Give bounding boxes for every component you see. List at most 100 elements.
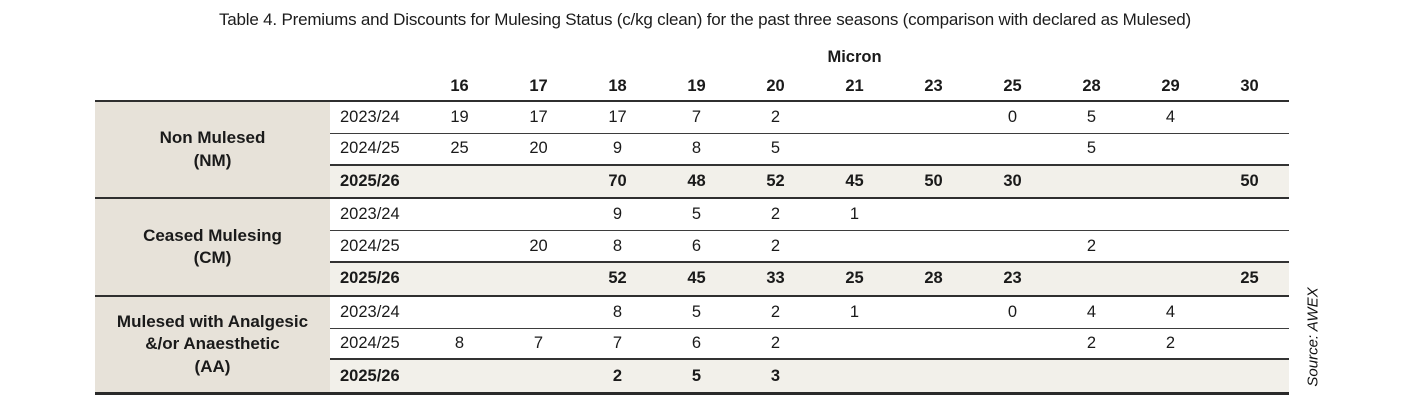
category-line: Mulesed with Analgesic (116, 311, 309, 331)
value-cell: 2 (1086, 236, 1097, 255)
micron-label-row: Micron (95, 48, 1289, 72)
value-cell: 17 (529, 107, 548, 126)
value-cell: 6 (691, 333, 702, 352)
value-cell: 70 (608, 171, 627, 190)
value-cell: 3 (770, 366, 781, 385)
value-cell: 52 (766, 171, 785, 190)
value-cell: 9 (612, 139, 623, 158)
season-label: 2024/25 (340, 333, 400, 352)
micron-column-header: 17 (529, 76, 548, 95)
value-cell: 33 (766, 269, 785, 288)
row-group: Mulesed with Analgesic &/or Anaesthetic (A… (95, 294, 1289, 393)
micron-column-header: 20 (766, 76, 785, 95)
table-row: 2023/24 8 5 2 1 0 4 4 (330, 297, 1289, 329)
category-line: (NM) (193, 150, 232, 170)
value-cell: 7 (612, 333, 623, 352)
table-row: 2025/26 70 48 52 45 50 30 50 (330, 165, 1289, 198)
micron-label: Micron (827, 48, 882, 66)
group-rows: 2023/24 9 5 2 1 2024/25 20 8 6 2 2 2025/26 52 45 33 25 2… (330, 199, 1289, 295)
micron-column-header: 19 (687, 76, 706, 95)
micron-column-headers: 16 17 18 19 20 21 23 25 28 29 30 (95, 72, 1289, 100)
table-body: Non Mulesed (NM) 2023/24 19 17 17 7 2 0 5 4 2024/25… (95, 100, 1289, 396)
value-cell: 1 (849, 205, 860, 224)
group-rows: 2023/24 8 5 2 1 0 4 4 2024/25 8 7 7 6 2 2 2 2025/26 2 5 3 (330, 297, 1289, 393)
source-credit: Source: AWEX (1304, 287, 1322, 387)
table-row: 2023/24 19 17 17 7 2 0 5 4 (330, 102, 1289, 134)
value-cell: 0 (1007, 302, 1018, 321)
value-cell: 17 (608, 107, 627, 126)
season-label: 2023/24 (340, 107, 400, 126)
value-cell: 45 (687, 269, 706, 288)
category-cell: Ceased Mulesing (CM) (95, 199, 330, 295)
season-label: 2024/25 (340, 139, 400, 158)
value-cell: 2 (770, 107, 781, 126)
group-rows: 2023/24 19 17 17 7 2 0 5 4 2024/25 25 20 9 8 5 5 2025/26… (330, 102, 1289, 198)
table-title: Table 4. Premiums and Discounts for Mule… (219, 10, 1191, 29)
value-cell: 4 (1165, 302, 1176, 321)
category-line: &/or Anaesthetic (145, 334, 280, 354)
value-cell: 7 (533, 333, 544, 352)
value-cell: 25 (845, 269, 864, 288)
value-cell: 8 (612, 302, 623, 321)
table-header: Micron 16 17 18 19 20 21 23 25 28 29 30 (95, 48, 1289, 100)
value-cell: 52 (608, 269, 627, 288)
value-cell: 2 (770, 302, 781, 321)
value-cell: 8 (454, 333, 465, 352)
value-cell: 6 (691, 236, 702, 255)
value-cell: 8 (612, 236, 623, 255)
micron-column-header: 16 (450, 76, 469, 95)
value-cell: 20 (529, 236, 548, 255)
row-group: Ceased Mulesing (CM) 2023/24 9 5 2 1 2024/25 20 8… (95, 197, 1289, 295)
value-cell: 5 (1086, 107, 1097, 126)
value-cell: 9 (612, 205, 623, 224)
value-cell: 2 (770, 236, 781, 255)
micron-column-header: 29 (1161, 76, 1180, 95)
value-cell: 4 (1086, 302, 1097, 321)
season-label: 2023/24 (340, 205, 400, 224)
category-cell: Mulesed with Analgesic &/or Anaesthetic (A… (95, 296, 330, 393)
season-label: 2025/26 (340, 366, 400, 385)
table-row: 2025/26 2 5 3 (330, 360, 1289, 393)
value-cell: 5 (691, 366, 702, 385)
value-cell: 2 (612, 366, 623, 385)
micron-column-header: 18 (608, 76, 627, 95)
table-row: 2024/25 8 7 7 6 2 2 2 (330, 329, 1289, 361)
row-group: Non Mulesed (NM) 2023/24 19 17 17 7 2 0 5 4 2024/25… (95, 102, 1289, 198)
value-cell: 7 (691, 107, 702, 126)
category-line: Ceased Mulesing (143, 225, 282, 245)
value-cell: 2 (770, 205, 781, 224)
micron-column-header: 25 (1003, 76, 1022, 95)
value-cell: 23 (1003, 269, 1022, 288)
value-cell: 30 (1003, 171, 1022, 190)
value-cell: 2 (1086, 333, 1097, 352)
value-cell: 25 (450, 139, 469, 158)
value-cell: 2 (1165, 333, 1176, 352)
micron-column-header: 23 (924, 76, 943, 95)
season-label: 2024/25 (340, 236, 400, 255)
category-cell: Non Mulesed (NM) (95, 102, 330, 198)
season-label: 2023/24 (340, 302, 400, 321)
value-cell: 5 (691, 205, 702, 224)
value-cell: 28 (924, 269, 943, 288)
value-cell: 1 (849, 302, 860, 321)
micron-column-header: 30 (1240, 76, 1259, 95)
table-row: 2025/26 52 45 33 25 28 23 25 (330, 262, 1289, 295)
table-row: 2024/25 20 8 6 2 2 (330, 231, 1289, 263)
category-line: Non Mulesed (159, 128, 266, 148)
table-row: 2024/25 25 20 9 8 5 5 (330, 134, 1289, 166)
value-cell: 5 (691, 302, 702, 321)
value-cell: 2 (770, 333, 781, 352)
value-cell: 20 (529, 139, 548, 158)
value-cell: 8 (691, 139, 702, 158)
category-line: (CM) (193, 248, 232, 268)
value-cell: 5 (770, 139, 781, 158)
value-cell: 5 (1086, 139, 1097, 158)
season-label: 2025/26 (340, 171, 400, 190)
micron-column-header: 28 (1082, 76, 1101, 95)
category-line: (AA) (194, 356, 231, 376)
value-cell: 19 (450, 107, 469, 126)
value-cell: 25 (1240, 269, 1259, 288)
table-row: 2023/24 9 5 2 1 (330, 199, 1289, 232)
season-label: 2025/26 (340, 269, 400, 288)
micron-column-header: 21 (845, 76, 864, 95)
